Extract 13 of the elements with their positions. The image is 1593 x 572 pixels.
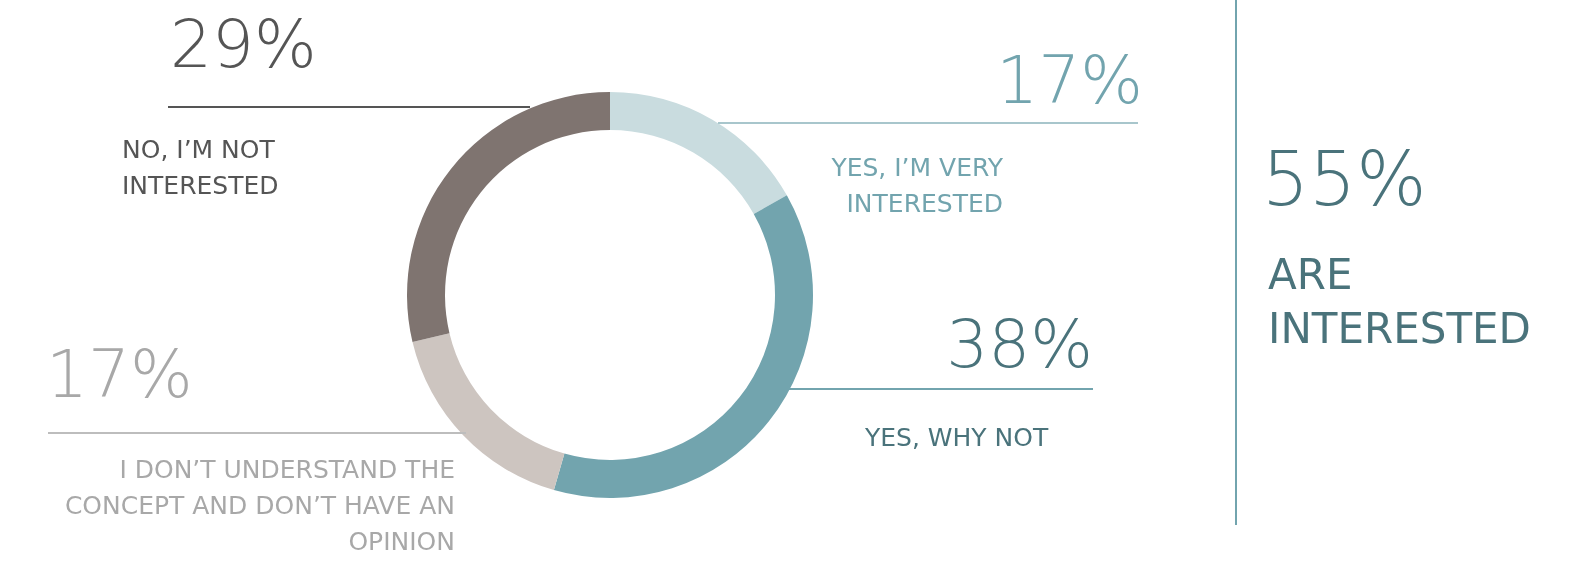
- slice-label: YES, WHY NOT: [865, 422, 1050, 454]
- slice-label: YES, I’M VERY INTERESTED: [830, 152, 1003, 220]
- donut-slice: [553, 195, 813, 498]
- donut-slice: [407, 92, 610, 342]
- slice-label: I DON’T UNDERSTAND THE CONCEPT AND DON’T HAVE AN OPINION: [63, 454, 455, 558]
- data-label: 17%: [996, 42, 1143, 119]
- data-label: 17%: [46, 336, 193, 413]
- slice-label: NO, I’M NOT INTERESTED: [122, 134, 280, 202]
- text: ARE INTERESTED: [1268, 249, 1532, 355]
- text: 55%: [1262, 136, 1427, 222]
- donut-slice: [610, 92, 787, 214]
- data-label: 29%: [170, 6, 317, 83]
- data-label: 38%: [946, 306, 1093, 383]
